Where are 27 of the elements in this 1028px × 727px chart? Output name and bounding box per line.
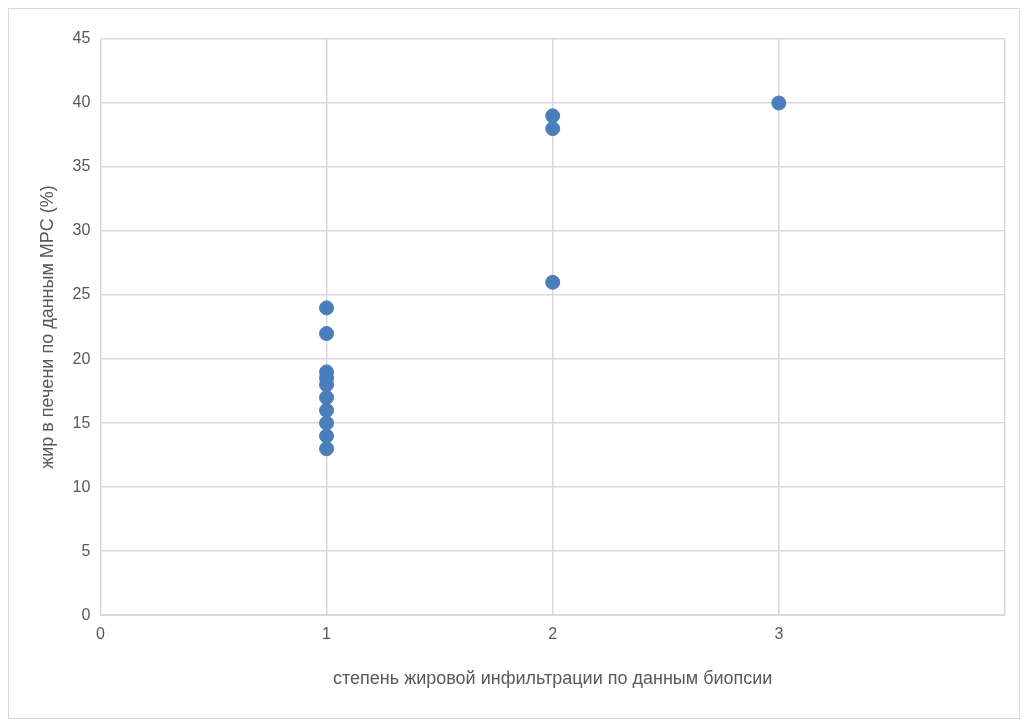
- y-tick-label: 0: [81, 605, 91, 623]
- point: [545, 274, 561, 290]
- x-tick-label: 3: [774, 625, 784, 643]
- point: [545, 121, 561, 137]
- x-tick-label: 0: [95, 625, 105, 643]
- y-tick-label: 30: [72, 221, 91, 239]
- point: [319, 300, 335, 316]
- point: [319, 428, 335, 444]
- y-axis-title: жир в печени по данным МРС (%): [36, 185, 57, 469]
- point: [771, 95, 787, 111]
- x-axis-title: степень жировой инфильтрации по данным биопсии: [333, 668, 773, 689]
- point: [545, 108, 561, 124]
- y-tick-label: 20: [72, 349, 91, 367]
- y-tick-label: 25: [72, 285, 91, 303]
- x-tick-label: 2: [548, 625, 558, 643]
- point: [319, 441, 335, 457]
- y-tick-label: 15: [72, 413, 91, 431]
- y-tick-label: 10: [72, 477, 91, 495]
- point: [319, 415, 335, 431]
- y-tick-label: 35: [72, 157, 91, 175]
- point: [319, 402, 335, 418]
- x-tick-label: 1: [322, 625, 332, 643]
- y-tick-label: 5: [81, 541, 91, 559]
- y-tick-label: 40: [72, 93, 91, 111]
- point: [319, 390, 335, 406]
- y-tick-label: 45: [72, 29, 91, 47]
- point: [319, 326, 335, 341]
